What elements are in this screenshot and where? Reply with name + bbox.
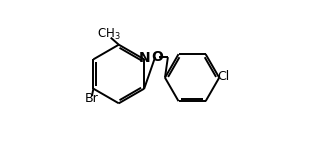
Text: N: N	[139, 51, 151, 65]
Text: O: O	[151, 50, 163, 64]
Text: Cl: Cl	[217, 70, 230, 83]
Text: CH$_3$: CH$_3$	[97, 27, 121, 42]
Text: Br: Br	[85, 92, 99, 105]
